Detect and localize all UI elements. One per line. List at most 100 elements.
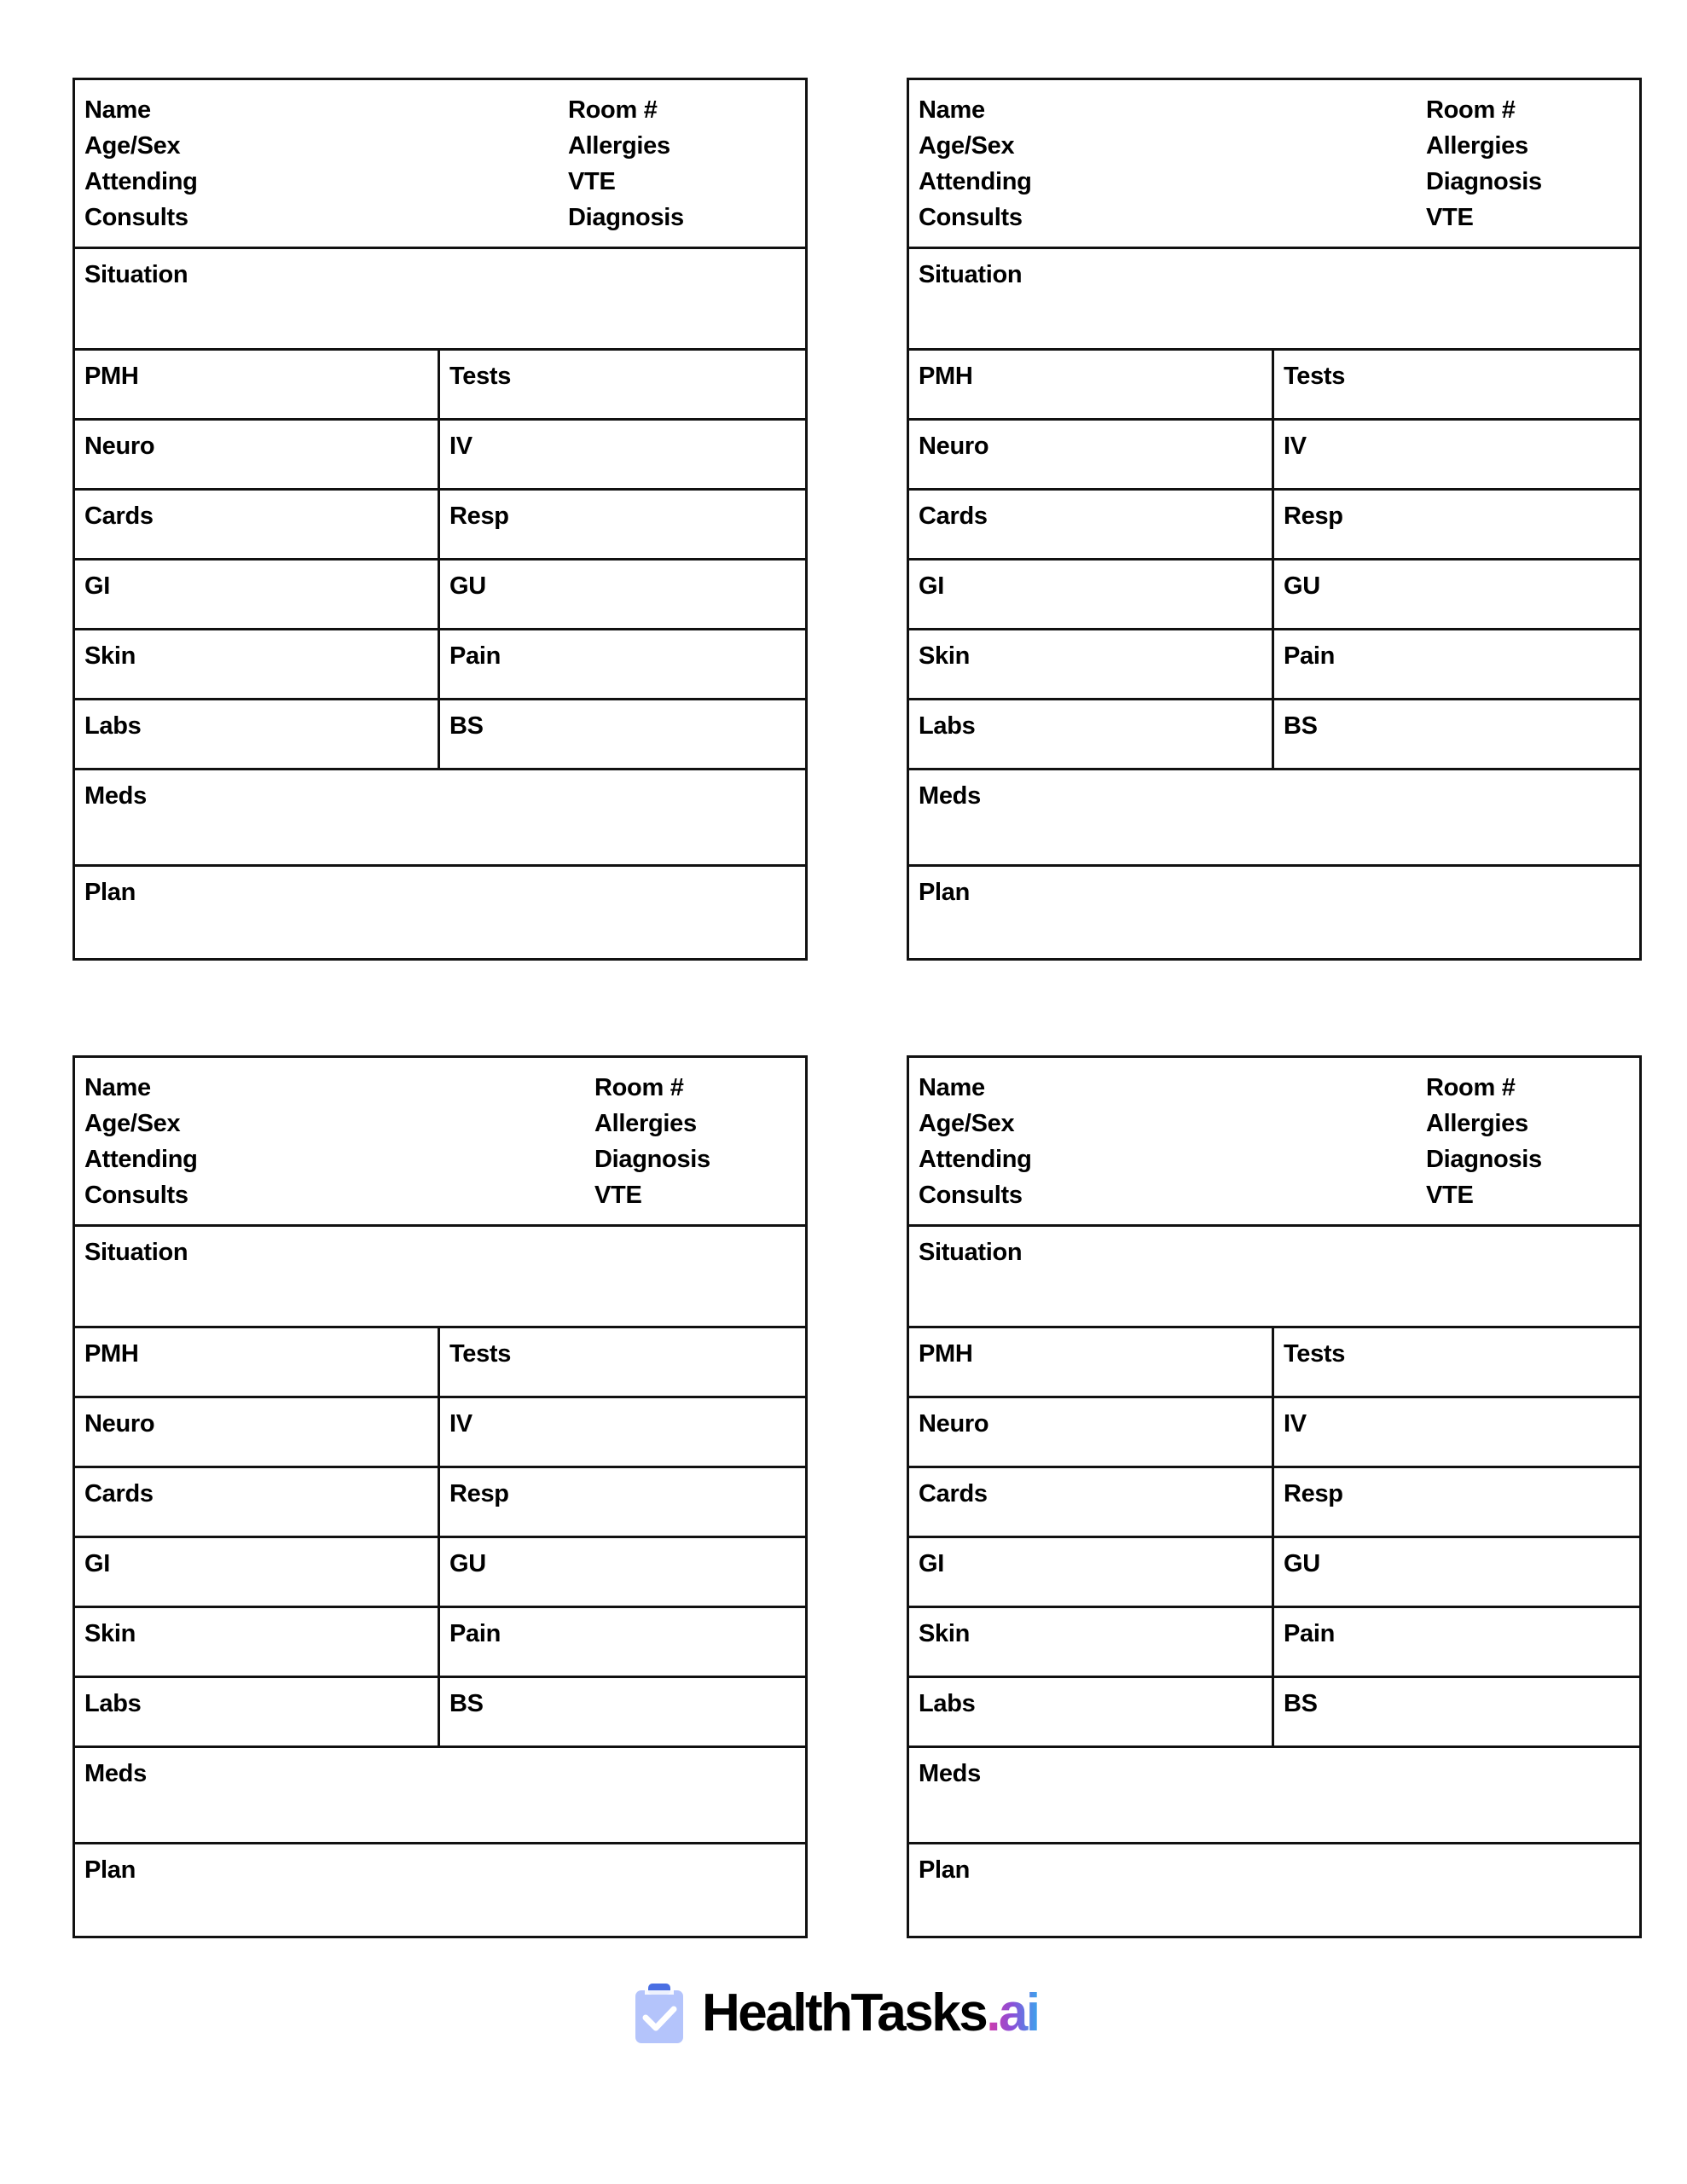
clipboard-check-icon <box>635 1984 683 2043</box>
assessment-cell: BS <box>440 700 805 768</box>
header-field-label: Room # <box>594 1074 684 1101</box>
header-field-label: Attending <box>919 1146 1032 1173</box>
section-label: Tests <box>449 1340 512 1368</box>
assessment-row: PMH Tests <box>909 351 1639 421</box>
section-label: Tests <box>449 363 512 390</box>
patient-card: Name Age/Sex Attending Consults Room # Allerg… <box>72 1055 808 1938</box>
assessment-cell: GI <box>909 561 1274 628</box>
section-label: Situation <box>919 1239 1023 1266</box>
assessment-cell: Cards <box>909 491 1274 558</box>
assessment-row: GI GU <box>75 1538 805 1608</box>
header-field-label: Age/Sex <box>919 1110 1015 1137</box>
assessment-row: Cards Resp <box>75 491 805 561</box>
section-label: BS <box>1284 712 1318 740</box>
assessment-cell: GU <box>1274 1538 1639 1606</box>
plan-section: Plan <box>909 867 1639 958</box>
section-label: Meds <box>84 1760 147 1787</box>
section-label: Resp <box>449 502 509 530</box>
header-field-label: Attending <box>84 168 198 195</box>
section-label: PMH <box>84 1340 139 1368</box>
section-label: Neuro <box>84 1410 155 1438</box>
assessment-cell: IV <box>1274 421 1639 488</box>
section-label: GU <box>449 1550 486 1577</box>
header-field-label: Age/Sex <box>919 132 1015 160</box>
section-label: IV <box>449 433 472 460</box>
section-label: Skin <box>84 1620 136 1647</box>
header-field-label: Consults <box>919 1182 1023 1209</box>
assessment-cell: Labs <box>909 700 1274 768</box>
section-label: Cards <box>84 1480 154 1507</box>
assessment-cell: BS <box>1274 1678 1639 1745</box>
assessment-row: Labs BS <box>909 700 1639 770</box>
assessment-cell: Resp <box>1274 491 1639 558</box>
patient-card: Name Age/Sex Attending Consults Room # Allerg… <box>907 78 1642 961</box>
assessment-cell: Neuro <box>909 1398 1274 1466</box>
assessment-row: Neuro IV <box>909 421 1639 491</box>
section-label: GI <box>919 572 945 600</box>
header-field-label: Allergies <box>568 132 670 160</box>
patient-card: Name Age/Sex Attending Consults Room # Allerg… <box>907 1055 1642 1938</box>
section-label: Pain <box>449 1620 501 1647</box>
meds-section: Meds <box>909 1748 1639 1844</box>
section-label: Skin <box>919 1620 971 1647</box>
header-field-label: VTE <box>594 1182 642 1209</box>
assessment-cell: IV <box>440 1398 805 1466</box>
situation-section: Situation <box>909 249 1639 351</box>
assessment-row: Skin Pain <box>75 630 805 700</box>
header-field-label: Consults <box>919 204 1023 231</box>
section-label: Cards <box>919 502 988 530</box>
section-label: IV <box>449 1410 472 1438</box>
section-label: Situation <box>919 261 1023 288</box>
assessment-row: Skin Pain <box>75 1608 805 1678</box>
assessment-cell: Pain <box>1274 1608 1639 1676</box>
assessment-row: Cards Resp <box>75 1468 805 1538</box>
assessment-cell: Pain <box>440 630 805 698</box>
section-label: Plan <box>84 1856 136 1884</box>
assessment-cell: IV <box>440 421 805 488</box>
assessment-cell: Cards <box>75 491 440 558</box>
section-label: IV <box>1284 1410 1307 1438</box>
assessment-cell: Labs <box>909 1678 1274 1745</box>
section-label: BS <box>449 1690 484 1717</box>
logo-text-suffix: .ai <box>986 1984 1041 2042</box>
situation-section: Situation <box>75 1227 805 1328</box>
section-label: Resp <box>449 1480 509 1507</box>
section-label: Neuro <box>84 433 155 460</box>
section-label: Cards <box>84 502 154 530</box>
assessment-row: PMH Tests <box>75 351 805 421</box>
assessment-row: PMH Tests <box>75 1328 805 1398</box>
header-field-label: Room # <box>1426 1074 1516 1101</box>
patient-header: Name Age/Sex Attending Consults Room # Allerg… <box>75 80 805 249</box>
plan-section: Plan <box>75 1844 805 1936</box>
section-label: GI <box>84 572 111 600</box>
header-field-label: Age/Sex <box>84 132 181 160</box>
assessment-cell: GU <box>1274 561 1639 628</box>
assessment-cell: Labs <box>75 1678 440 1745</box>
assessment-cell: PMH <box>75 351 440 418</box>
assessment-row: GI GU <box>909 561 1639 630</box>
assessment-row: Cards Resp <box>909 1468 1639 1538</box>
section-label: Meds <box>919 782 981 810</box>
assessment-cell: GU <box>440 1538 805 1606</box>
assessment-cell: BS <box>440 1678 805 1745</box>
assessment-cell: Labs <box>75 700 440 768</box>
section-label: Tests <box>1284 363 1346 390</box>
plan-section: Plan <box>909 1844 1639 1936</box>
section-label: Labs <box>84 712 142 740</box>
header-field-label: Allergies <box>1426 132 1528 160</box>
healthtasks-logo: HealthTasks.ai <box>635 1984 1041 2043</box>
section-label: Neuro <box>919 433 989 460</box>
assessment-cell: Resp <box>440 1468 805 1536</box>
section-label: Pain <box>449 642 501 670</box>
logo-wordmark: HealthTasks.ai <box>702 1984 1041 2042</box>
header-field-label: Consults <box>84 1182 188 1209</box>
section-label: GI <box>919 1550 945 1577</box>
meds-section: Meds <box>909 770 1639 867</box>
section-label: Situation <box>84 261 188 288</box>
assessment-cell: Skin <box>75 1608 440 1676</box>
header-field-label: Attending <box>919 168 1032 195</box>
section-label: PMH <box>919 363 973 390</box>
section-label: GU <box>449 572 486 600</box>
header-field-label: Diagnosis <box>1426 168 1542 195</box>
assessment-cell: Resp <box>1274 1468 1639 1536</box>
